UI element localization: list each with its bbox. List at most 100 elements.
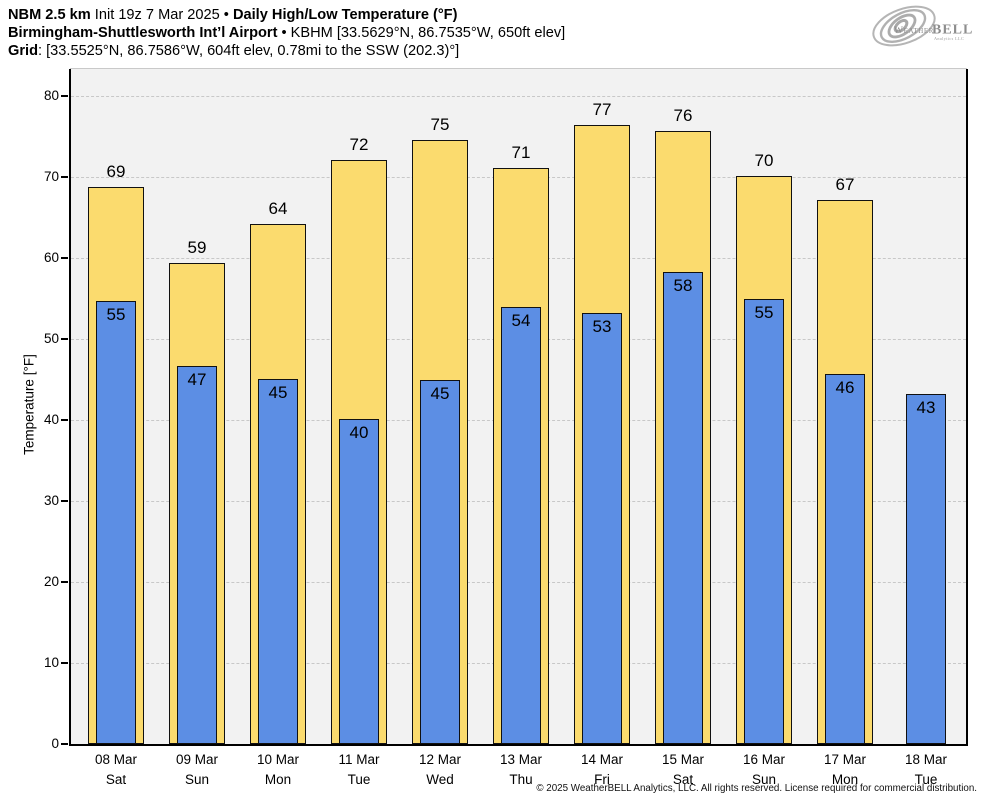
x-tick-date: 12 Mar xyxy=(418,752,462,767)
low-value-label: 46 xyxy=(835,378,855,398)
x-axis-line xyxy=(68,744,968,746)
low-bar xyxy=(744,298,784,744)
low-bar xyxy=(825,374,865,744)
y-tick-mark xyxy=(61,175,68,178)
logo-text-analytics: Analytics LLC xyxy=(934,36,964,41)
high-value-label: 75 xyxy=(430,115,450,135)
x-tick-label: 18 Mar Tue xyxy=(885,750,967,790)
logo-text-weather: Weather xyxy=(894,26,934,36)
grid-details: : [33.5525°N, 86.7586°W, 604ft elev, 0.7… xyxy=(38,43,460,59)
x-tick-label: 10 Mar Mon xyxy=(237,750,319,790)
x-tick-day: Mon xyxy=(264,772,292,787)
x-tick-day: Thu xyxy=(509,772,533,787)
station-details: • KBHM [33.5629°N, 86.7535°W, 650ft elev… xyxy=(281,25,566,41)
x-tick-day: Mon xyxy=(831,772,859,787)
high-value-label: 70 xyxy=(754,150,774,170)
x-tick-label: 11 Mar Tue xyxy=(318,750,400,790)
y-tick-label: 0 xyxy=(51,736,59,751)
y-tick-label: 10 xyxy=(43,654,59,670)
x-tick-date: 08 Mar xyxy=(94,752,138,767)
low-value-label: 47 xyxy=(187,370,207,390)
low-value-label: 53 xyxy=(592,316,612,336)
plot-area: 69 55 59 47 64 45 72 40 75 45 71 54 77 53 76 58 70 55 67 46… xyxy=(70,69,967,744)
high-value-label: 76 xyxy=(673,106,693,126)
low-bar xyxy=(177,366,217,744)
x-tick-day: Tue xyxy=(914,772,938,787)
x-tick-date: 17 Mar xyxy=(823,752,867,767)
y-tick-label: 80 xyxy=(43,87,59,103)
high-value-label: 69 xyxy=(106,162,126,182)
y-tick-label: 60 xyxy=(43,249,59,265)
y-tick-mark xyxy=(61,580,68,583)
low-value-label: 55 xyxy=(106,305,126,325)
low-value-label: 58 xyxy=(673,276,693,296)
low-value-label: 45 xyxy=(430,384,450,404)
x-tick-label: 13 Mar Thu xyxy=(480,750,562,790)
plot-top-border xyxy=(70,68,967,69)
low-value-label: 40 xyxy=(349,422,369,442)
y-tick-label: 30 xyxy=(43,492,59,508)
x-tick-label: 15 Mar Sat xyxy=(642,750,724,790)
model-name: NBM 2.5 km xyxy=(8,7,91,23)
gridline-80 xyxy=(71,95,966,97)
plot-right-border xyxy=(965,69,968,746)
chart-header: NBM 2.5 km Init 19z 7 Mar 2025 • Daily H… xyxy=(8,6,565,60)
x-tick-day: Sun xyxy=(184,772,210,787)
high-value-label: 71 xyxy=(511,142,531,162)
high-value-label: 64 xyxy=(268,199,288,219)
y-tick-mark xyxy=(61,256,68,259)
low-bar xyxy=(258,379,298,744)
y-tick-label: 70 xyxy=(43,168,59,184)
x-tick-label: 08 Mar Sat xyxy=(75,750,157,790)
y-axis-title: Temperature [°F] xyxy=(21,354,37,455)
x-tick-date: 18 Mar xyxy=(904,752,948,767)
x-tick-label: 17 Mar Mon xyxy=(804,750,886,790)
low-bar xyxy=(339,418,379,744)
chart-title: Daily High/Low Temperature (°F) xyxy=(232,7,458,23)
x-tick-label: 14 Mar Fri xyxy=(561,750,643,790)
low-value-label: 54 xyxy=(511,311,531,331)
low-value-label: 55 xyxy=(754,302,774,322)
header-line-3: Grid: [33.5525°N, 86.7586°W, 604ft elev,… xyxy=(8,42,565,60)
low-value-label: 45 xyxy=(268,383,288,403)
y-tick-mark xyxy=(61,743,68,745)
low-bar xyxy=(582,312,622,744)
high-value-label: 67 xyxy=(835,175,855,195)
x-tick-label: 09 Mar Sun xyxy=(156,750,238,790)
low-bar xyxy=(96,301,136,744)
x-tick-day: Sat xyxy=(105,772,127,787)
x-tick-day: Fri xyxy=(594,772,610,787)
x-tick-day: Wed xyxy=(426,772,454,787)
y-tick-mark xyxy=(61,94,68,97)
logo-text-bell: BELL xyxy=(932,23,973,38)
low-value-label: 43 xyxy=(916,397,936,417)
y-tick-label: 50 xyxy=(43,330,59,346)
init-time: Init 19z 7 Mar 2025 xyxy=(94,7,220,23)
low-bar xyxy=(906,393,946,744)
x-tick-label: 16 Mar Sun xyxy=(723,750,805,790)
x-tick-date: 15 Mar xyxy=(661,752,705,767)
swirl-icon xyxy=(872,5,936,47)
y-tick-mark xyxy=(61,499,68,502)
high-value-label: 59 xyxy=(187,237,207,257)
x-tick-date: 11 Mar xyxy=(338,752,380,767)
high-value-label: 77 xyxy=(592,99,612,119)
low-bar xyxy=(663,272,703,744)
x-tick-date: 10 Mar xyxy=(256,752,300,767)
low-bar xyxy=(420,380,460,744)
station-name: Birmingham-Shuttlesworth Int’l Airport xyxy=(8,25,278,41)
x-tick-date: 16 Mar xyxy=(742,752,786,767)
high-value-label: 72 xyxy=(349,135,369,155)
y-tick-label: 20 xyxy=(43,573,59,589)
x-tick-day: Sun xyxy=(751,772,777,787)
copyright-notice: © 2025 WeatherBELL Analytics, LLC. All r… xyxy=(536,783,977,794)
y-tick-label: 40 xyxy=(43,411,59,427)
grid-label: Grid xyxy=(8,43,38,59)
x-tick-date: 09 Mar xyxy=(175,752,219,767)
x-tick-day: Sat xyxy=(672,772,694,787)
x-tick-date: 13 Mar xyxy=(499,752,543,767)
header-line-1: NBM 2.5 km Init 19z 7 Mar 2025 • Daily H… xyxy=(8,6,565,24)
weatherbell-logo: Weather BELL Analytics LLC xyxy=(872,5,973,47)
y-axis-line xyxy=(68,69,71,746)
x-tick-label: 12 Mar Wed xyxy=(399,750,481,790)
